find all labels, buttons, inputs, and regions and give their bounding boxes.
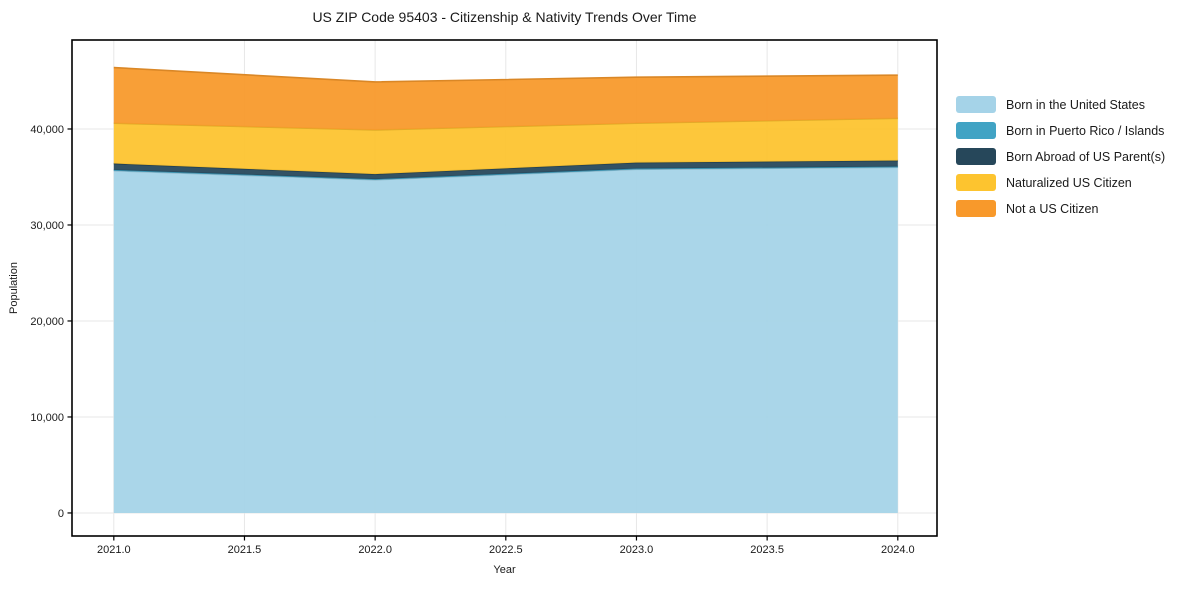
legend-item: Born in Puerto Rico / Islands (956, 122, 1165, 139)
area-band-edge (113, 66, 898, 83)
plot-frame (71, 39, 938, 537)
legend-label: Not a US Citizen (1006, 201, 1099, 216)
y-tick-label: 40,000 (30, 124, 64, 136)
y-tick-label: 20,000 (30, 316, 64, 328)
y-tick-label: 0 (58, 508, 64, 520)
x-tick-label: 2022.5 (489, 544, 523, 556)
legend-label: Naturalized US Citizen (1006, 175, 1132, 190)
area-band (113, 67, 898, 130)
legend-item: Born Abroad of US Parent(s) (956, 148, 1165, 165)
y-tick-label: 10,000 (30, 412, 64, 424)
area-band (113, 167, 898, 513)
legend-swatch (956, 200, 996, 217)
legend-swatch (956, 96, 996, 113)
x-tick-label: 2023.0 (620, 544, 654, 556)
x-tick-label: 2021.0 (97, 544, 131, 556)
legend-item: Born in the United States (956, 96, 1165, 113)
legend: Born in the United States Born in Puerto… (956, 96, 1165, 226)
x-tick-label: 2021.5 (228, 544, 262, 556)
legend-item: Naturalized US Citizen (956, 174, 1165, 191)
legend-swatch (956, 174, 996, 191)
x-axis-label: Year (493, 564, 516, 576)
x-tick-label: 2023.5 (750, 544, 784, 556)
legend-swatch (956, 122, 996, 139)
legend-item: Not a US Citizen (956, 200, 1165, 217)
x-tick-label: 2022.0 (358, 544, 392, 556)
stacked-area-plot: 2021.0 2021.5 2022.0 2022.5 2023.0 2023.5 2024… (30, 39, 938, 556)
y-axis-label: Population (8, 262, 20, 314)
legend-swatch (956, 148, 996, 165)
chart-title: US ZIP Code 95403 - Citizenship & Nativi… (312, 9, 697, 25)
area-band (113, 160, 898, 180)
x-tick-label: 2024.0 (881, 544, 915, 556)
legend-label: Born in Puerto Rico / Islands (1006, 123, 1165, 138)
y-tick-label: 30,000 (30, 220, 64, 232)
legend-label: Born in the United States (1006, 97, 1145, 112)
legend-label: Born Abroad of US Parent(s) (1006, 149, 1166, 164)
area-band (113, 118, 898, 175)
